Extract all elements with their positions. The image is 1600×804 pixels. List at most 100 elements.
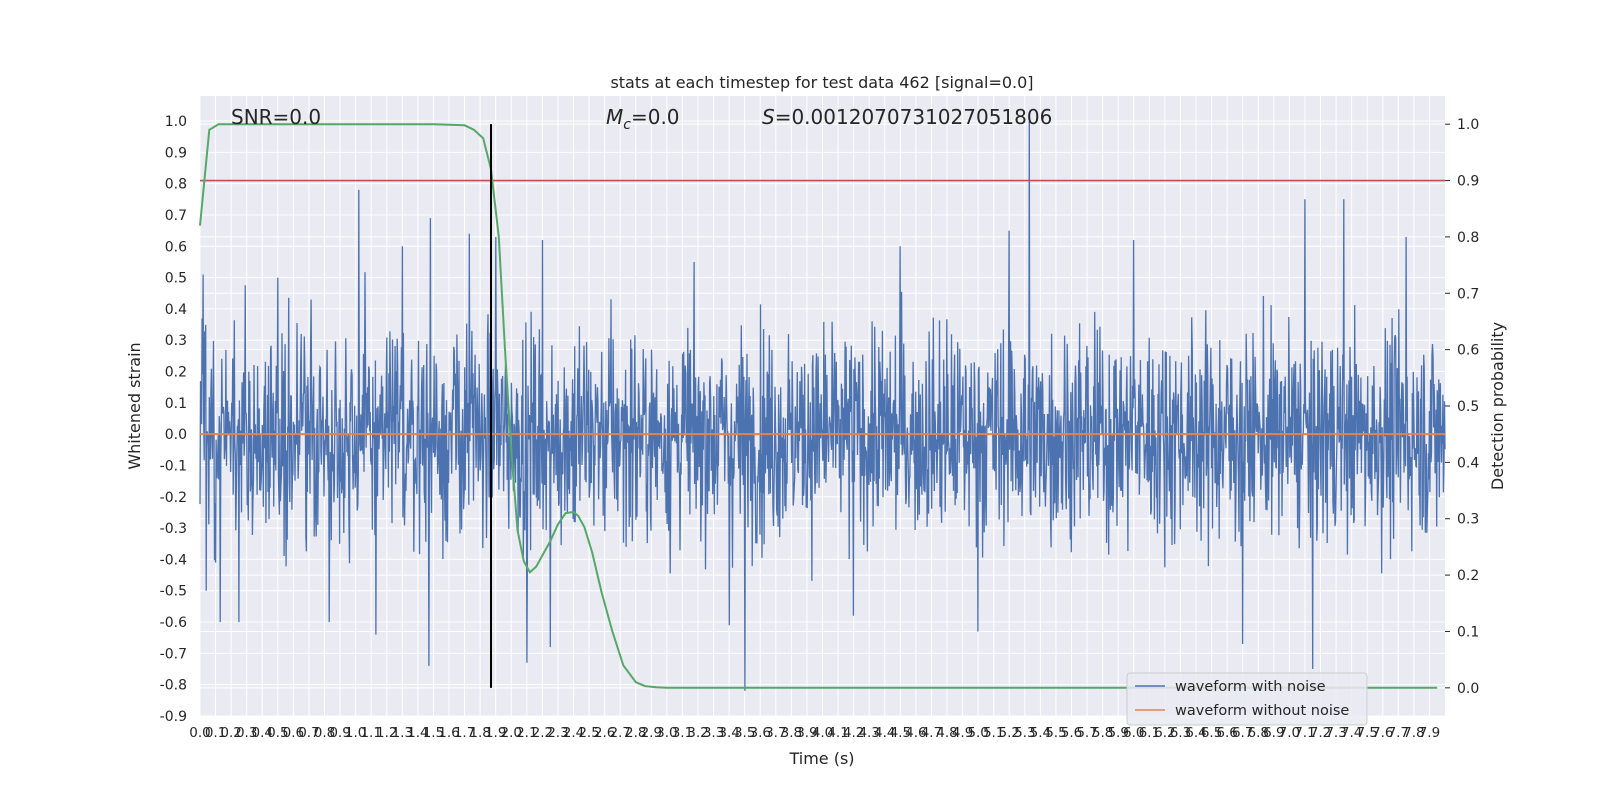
x-tick-label: 6.5 — [1201, 725, 1222, 741]
y2-tick-label: 0.2 — [1457, 568, 1479, 584]
x-tick-label: 7.4 — [1341, 725, 1362, 741]
x-tick-label: 7.2 — [1310, 725, 1331, 741]
x-tick-label: 2.2 — [532, 725, 553, 741]
x-tick-label: 6.8 — [1248, 725, 1269, 741]
x-tick-label: 4.5 — [890, 725, 911, 741]
x-tick-label: 3.5 — [734, 725, 755, 741]
x-tick-label: 5.8 — [1092, 725, 1113, 741]
x-tick-label: 1.0 — [345, 725, 366, 741]
noisy-waveform-line — [199, 121, 1446, 691]
x-tick-label: 0.3 — [236, 725, 257, 741]
x-tick-label: 3.7 — [765, 725, 786, 741]
y2-tick-label: 1.0 — [1457, 117, 1479, 133]
legend-box — [1126, 672, 1368, 726]
x-tick-label: 6.3 — [1170, 725, 1191, 741]
snr-annotation: SNR=0.0 — [231, 105, 321, 129]
x-tick-label: 5.5 — [1045, 725, 1066, 741]
x-tick-label: 2.0 — [501, 725, 522, 741]
y2-tick-label: 0.9 — [1457, 174, 1479, 190]
y2-tick-label: 0.4 — [1457, 455, 1479, 471]
x-tick-label: 0.6 — [283, 725, 304, 741]
x-tick-label: 2.9 — [641, 725, 662, 741]
x-tick-label: 1.9 — [485, 725, 506, 741]
x-tick-label: 6.7 — [1232, 725, 1253, 741]
y2-tick-label: 0.6 — [1457, 343, 1479, 359]
y-tick-label: -0.5 — [160, 584, 187, 600]
x-tick-label: 3.2 — [687, 725, 708, 741]
x-tick-label: 0.0 — [189, 725, 210, 741]
mc-symbol: M — [606, 105, 623, 129]
y-tick-label: 0.7 — [165, 208, 187, 224]
x-tick-label: 4.1 — [827, 725, 848, 741]
s-value: =0.0012070731027051806 — [775, 105, 1053, 129]
s-annotation: S=0.0012070731027051806 — [762, 105, 1052, 129]
x-tick-label: 1.2 — [376, 725, 397, 741]
y-tick-label: -0.4 — [160, 552, 187, 568]
x-tick-label: 1.5 — [423, 725, 444, 741]
x-tick-label: 3.4 — [718, 725, 739, 741]
x-tick-label: 1.3 — [392, 725, 413, 741]
y-tick-label: -0.8 — [160, 678, 187, 694]
mc-annotation: Mc=0.0 — [606, 105, 680, 133]
legend-label-clean: waveform without noise — [1175, 703, 1349, 719]
y2-tick-label: 0.8 — [1457, 230, 1479, 246]
y-tick-labels: 1.0 0.9 0.8 0.7 0.6 0.5 0.4 0.3 0.2 0.1 0.0 -0.1 -0.… — [160, 114, 187, 725]
x-tick-label: 6.0 — [1123, 725, 1144, 741]
y2-tick-labels: 1.0 0.9 0.8 0.7 0.6 0.5 0.4 0.3 0.2 0.1 0.0 — [1445, 117, 1479, 697]
x-tick-label: 4.0 — [812, 725, 833, 741]
x-tick-label: 2.3 — [547, 725, 568, 741]
x-tick-label: 3.6 — [750, 725, 771, 741]
y-tick-label: 0.6 — [165, 239, 187, 255]
legend-label-noise: waveform with noise — [1175, 679, 1326, 695]
x-tick-label: 1.8 — [469, 725, 490, 741]
y-tick-label: 0.3 — [165, 333, 187, 349]
y-tick-label: 0.0 — [165, 427, 187, 443]
x-tick-label: 0.2 — [220, 725, 241, 741]
y2-tick-label: 0.1 — [1457, 624, 1479, 640]
overlays — [199, 123, 1445, 689]
x-tick-label: 4.9 — [952, 725, 973, 741]
y-tick-label: -0.3 — [160, 521, 187, 537]
y-tick-label: 0.8 — [165, 177, 187, 193]
y-tick-label: -0.6 — [160, 615, 187, 631]
x-tick-label: 7.9 — [1419, 725, 1440, 741]
y-tick-label: 0.4 — [165, 302, 187, 318]
x-tick-label: 2.5 — [578, 725, 599, 741]
x-tick-label: 7.6 — [1372, 725, 1393, 741]
x-tick-label: 0.1 — [205, 725, 226, 741]
x-tick-label: 5.9 — [1107, 725, 1128, 741]
x-tick-label: 5.4 — [1030, 725, 1051, 741]
y2-axis-label: Detection probability — [1488, 322, 1507, 490]
x-tick-label: 7.7 — [1388, 725, 1409, 741]
x-tick-label: 1.6 — [438, 725, 459, 741]
x-tick-label: 7.5 — [1356, 725, 1377, 741]
x-tick-label: 2.7 — [609, 725, 630, 741]
x-axis-label: Time (s) — [788, 749, 854, 768]
x-tick-label: 1.4 — [407, 725, 428, 741]
x-tick-label: 2.6 — [594, 725, 615, 741]
y-axis-label: Whitened strain — [125, 342, 144, 469]
y-tick-label: 0.9 — [165, 145, 187, 161]
x-tick-label: 4.4 — [874, 725, 895, 741]
x-tick-label: 5.7 — [1076, 725, 1097, 741]
x-tick-label: 0.5 — [267, 725, 288, 741]
x-tick-label: 6.1 — [1139, 725, 1160, 741]
y-tick-label: 0.5 — [165, 271, 187, 287]
x-tick-label: 4.8 — [936, 725, 957, 741]
x-tick-label: 0.8 — [314, 725, 335, 741]
x-tick-label: 6.2 — [1154, 725, 1175, 741]
y2-tick-label: 0.0 — [1457, 681, 1479, 697]
y-tick-label: -0.1 — [160, 458, 187, 474]
x-tick-label: 6.9 — [1263, 725, 1284, 741]
x-tick-label: 3.8 — [781, 725, 802, 741]
chart-title: stats at each timestep for test data 462… — [610, 73, 1033, 92]
y2-tick-label: 0.3 — [1457, 512, 1479, 528]
mc-subscript: c — [623, 117, 631, 133]
x-tick-label: 5.1 — [983, 725, 1004, 741]
x-tick-label: 7.1 — [1294, 725, 1315, 741]
y2-tick-label: 0.7 — [1457, 286, 1479, 302]
x-tick-label: 3.9 — [796, 725, 817, 741]
x-tick-label: 7.8 — [1403, 725, 1424, 741]
x-tick-label: 0.4 — [252, 725, 273, 741]
